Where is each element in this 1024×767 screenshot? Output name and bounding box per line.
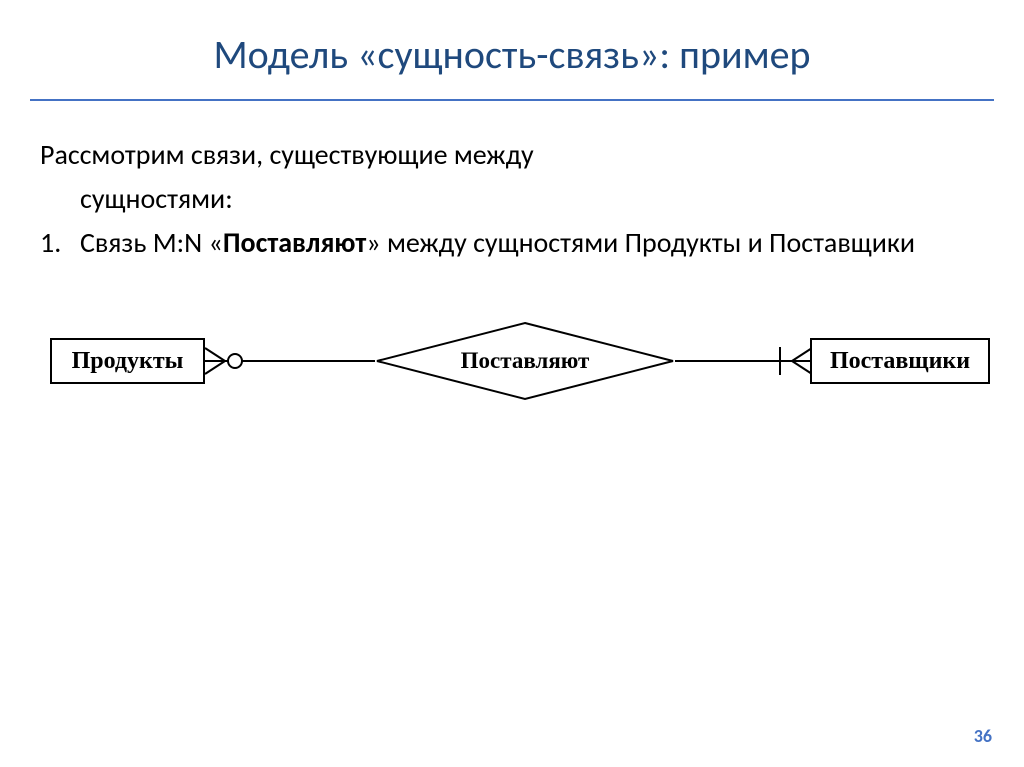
crowfoot-right-icon [770, 343, 812, 379]
slide-title: Модель «сущность-связь»: пример [0, 0, 1024, 99]
list-text-bold: Поставляют [223, 225, 366, 260]
entity-suppliers: Поставщики [810, 338, 990, 384]
intro-line-2: сущностями: [40, 180, 984, 218]
entity-products-label: Продукты [72, 348, 184, 375]
er-diagram: Продукты Поставляют Поставщики [40, 311, 1000, 411]
list-item-1: 1. Связь M:N «Поставляют» между сущностя… [40, 224, 984, 262]
relationship-diamond: Поставляют [375, 321, 675, 401]
entity-suppliers-label: Поставщики [830, 348, 970, 375]
relationship-label: Поставляют [375, 321, 675, 401]
list-number: 1. [40, 224, 80, 262]
list-body: Связь M:N «Поставляют» между сущностями … [80, 224, 984, 262]
list-text-prefix: Связь M:N « [80, 225, 223, 260]
list-text-suffix: » между сущностями Продукты и Поставщики [366, 225, 915, 260]
crowfoot-left-icon [205, 343, 245, 379]
content-area: Рассмотрим связи, существующие между сущ… [0, 136, 1024, 411]
title-underline [30, 99, 994, 101]
entity-products: Продукты [50, 338, 205, 384]
page-number: 36 [974, 725, 992, 747]
intro-line-1: Рассмотрим связи, существующие между [40, 136, 984, 174]
